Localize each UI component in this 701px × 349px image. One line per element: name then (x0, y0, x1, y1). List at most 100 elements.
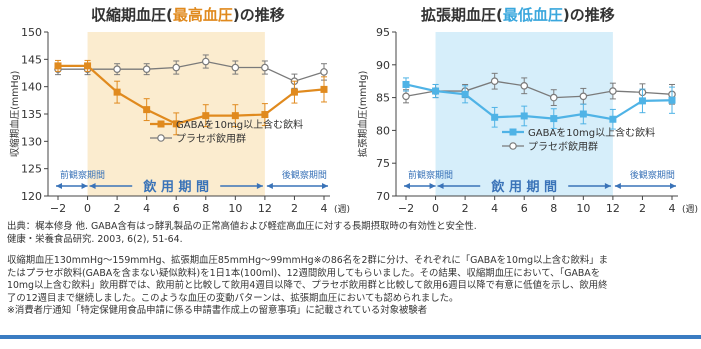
legend-gaba-marker (157, 120, 165, 128)
x-tick-label: −2 (398, 202, 414, 215)
placebo-data-point (520, 81, 529, 90)
period-label-post: 後観察期間 (630, 169, 675, 181)
y-tick-label: 125 (21, 163, 42, 176)
placebo-data-point (231, 63, 240, 72)
x-tick-label: 0 (84, 202, 91, 215)
source-line-2: 健康・栄養食品研究. 2003, 6(2), 51-64. (7, 233, 183, 245)
arrow-head-right-icon (256, 183, 263, 189)
placebo-data-point (142, 65, 151, 73)
x-tick-label: 2 (639, 202, 646, 215)
study-note: 収縮期血圧130mmHg〜159mmHg、拡張期血圧85mmHg〜99mmHg※… (7, 255, 697, 318)
y-tick-label: 140 (21, 81, 42, 94)
legend-placebo-marker (509, 142, 517, 150)
x-tick-label: 12 (606, 202, 620, 215)
source-citation: 出典：梶本修身 他. GABA含有はっ酵乳製品の正常高値および軽症高血圧に対する… (7, 221, 697, 246)
placebo-data-point (609, 87, 617, 95)
bottom-divider (0, 335, 701, 339)
arrow-head-left-icon (266, 183, 273, 189)
gaba-data-point (290, 88, 298, 96)
gaba-data-point (402, 80, 410, 88)
placebo-data-point (402, 92, 410, 101)
y-tick-label: 120 (21, 190, 42, 203)
diastolic-chart: 70 75 80 85 90 95 拡張期血圧(mmHg) −2 0 2 4 6 8 10 12 2 4 (週) 前… (357, 26, 698, 215)
y-tick-label: 75 (376, 157, 390, 170)
note-line-5: ※消費者庁通知「特定保健用食品申請に係る申請書作成上の留意事項」に記載されている… (7, 305, 428, 316)
y-tick-label: 80 (376, 124, 390, 137)
placebo-data-point (549, 93, 558, 102)
x-tick-label: 12 (258, 202, 272, 215)
arrow-head-left-icon (404, 183, 410, 189)
x-tick-label: 6 (521, 202, 528, 215)
gaba-data-point (609, 115, 617, 123)
x-unit-label: (週) (334, 204, 350, 215)
arrow-head-right-icon (429, 183, 436, 189)
y-tick-label: 85 (376, 92, 390, 105)
legend-gaba-marker (509, 128, 517, 136)
period-label-pre: 前観察期間 (408, 169, 453, 181)
arrow-head-left-icon (56, 183, 62, 189)
systolic-title-post: )の推移 (232, 6, 285, 24)
note-line-2: たはプラセボ飲料(GABAを含まない疑似飲料)を1日1本(100ml)、12週間… (7, 267, 601, 279)
gaba-data-point (668, 96, 676, 104)
systolic-title-pre: 収縮期血圧( (91, 6, 173, 24)
x-tick-label: 4 (491, 202, 498, 215)
legend-placebo-marker (157, 134, 165, 142)
diastolic-chart-title: 拡張期血圧(最低血圧)の推移 (421, 4, 615, 25)
gaba-data-point (638, 97, 646, 105)
period-label-main: 飲 用 期 間 (490, 179, 557, 195)
note-line-3: 10mg以上含む飲料」飲用群では、飲用前と比較して飲用4週目以降で、プラセボ飲用… (7, 280, 608, 291)
arrow-head-left-icon (614, 183, 621, 189)
x-tick-label: 4 (143, 202, 150, 215)
arrow-head-right-icon (670, 183, 676, 189)
placebo-data-point (579, 92, 588, 101)
gaba-series-line (405, 83, 673, 121)
x-tick-label: 6 (173, 202, 180, 215)
arrow-head-right-icon (81, 183, 88, 189)
y-tick-label: 145 (21, 53, 42, 66)
placebo-series-line (58, 60, 325, 82)
y-tick-label: 90 (376, 59, 390, 72)
y-tick-label: 130 (21, 135, 42, 148)
diastolic-title-pre: 拡張期血圧( (421, 6, 503, 24)
arrow-head-right-icon (604, 183, 611, 189)
x-tick-label: 4 (669, 202, 676, 215)
gaba-data-point (261, 111, 269, 119)
systolic-chart-title: 収縮期血圧(最高血圧)の推移 (91, 4, 285, 25)
placebo-data-point (172, 63, 181, 72)
y-axis-label: 拡張期血圧(mmHg) (357, 71, 369, 158)
gaba-data-point (579, 110, 587, 118)
x-tick-label: 8 (550, 202, 557, 215)
note-line-1: 収縮期血圧130mmHg〜159mmHg、拡張期血圧85mmHg〜99mmHg※… (7, 255, 609, 266)
y-tick-label: 95 (376, 26, 390, 39)
placebo-data-point (113, 65, 121, 73)
legend-placebo-label: プラセボ飲用群 (176, 132, 246, 145)
arrow-head-right-icon (322, 183, 328, 189)
gaba-data-point (550, 115, 558, 123)
gaba-data-point (491, 113, 499, 121)
x-tick-label: 4 (321, 202, 328, 215)
gaba-series-line (58, 64, 325, 126)
note-line-4: 了の12週目まで継続しました。このような血圧の変動パターンは、拡張期血圧において… (7, 292, 459, 304)
x-tick-label: 2 (291, 202, 298, 215)
y-tick-label: 150 (21, 26, 42, 39)
placebo-data-point (320, 68, 328, 76)
placebo-data-point (261, 63, 269, 72)
arrow-head-left-icon (89, 183, 96, 189)
placebo-data-point (201, 57, 210, 66)
diastolic-title-post: )の推移 (562, 6, 615, 24)
period-label-post: 後観察期間 (282, 169, 327, 181)
gaba-data-point (231, 112, 239, 120)
gaba-data-point (54, 62, 62, 70)
y-tick-label: 135 (21, 108, 42, 121)
gaba-data-point (113, 88, 121, 96)
gaba-data-point (520, 112, 528, 120)
x-tick-label: −2 (50, 202, 66, 215)
x-tick-label: 10 (228, 202, 242, 215)
placebo-data-point (490, 77, 499, 86)
gaba-data-point (202, 112, 210, 120)
x-tick-label: 2 (462, 202, 469, 215)
x-tick-label: 2 (114, 202, 121, 215)
arrow-head-left-icon (437, 183, 444, 189)
diastolic-title-highlight: 最低血圧 (502, 6, 563, 24)
gaba-data-point (320, 85, 328, 93)
